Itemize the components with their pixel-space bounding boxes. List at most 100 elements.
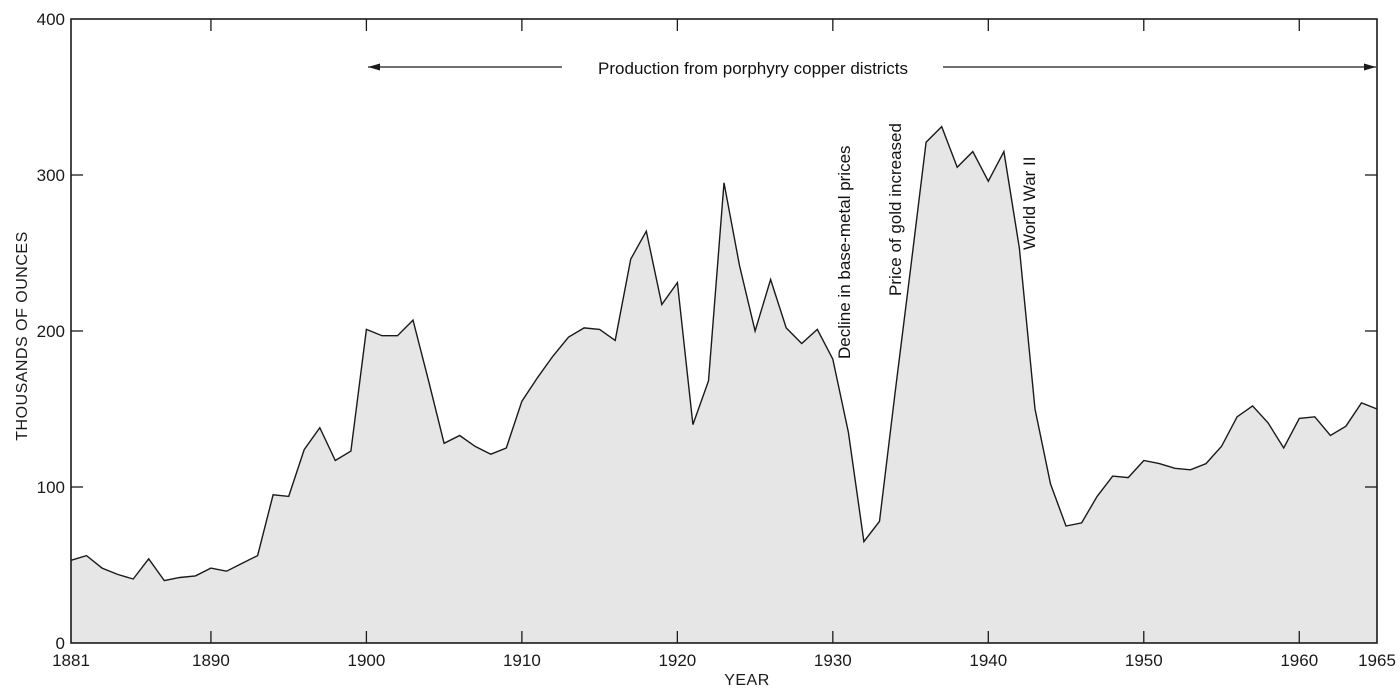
x-tick-label-1950: 1950	[1125, 651, 1163, 670]
data-point-1886	[147, 557, 150, 560]
data-point-1935	[909, 267, 912, 270]
data-point-1900	[365, 328, 368, 331]
y-axis-title: THOUSANDS OF OUNCES	[14, 231, 31, 441]
production-line	[70, 125, 1378, 582]
data-point-1930	[831, 358, 834, 361]
data-point-1890	[209, 567, 212, 570]
data-point-1913	[567, 336, 570, 339]
porphyry-arrow-right-head	[1364, 63, 1376, 71]
data-point-1895	[287, 495, 290, 498]
labels-layer: 1881 1890 1900 1910 1920 1930 1940 1950 1960 1965…	[37, 10, 1396, 670]
data-point-1906	[458, 434, 461, 437]
data-point-1917	[629, 258, 632, 261]
y-tick-label-200: 200	[37, 322, 65, 341]
data-point-1943	[1033, 407, 1036, 410]
x-tick-label-1920: 1920	[658, 651, 696, 670]
production-area	[71, 126, 1377, 644]
x-tick-label-1910: 1910	[503, 651, 541, 670]
data-point-1924	[738, 264, 741, 267]
data-point-1936	[925, 141, 928, 144]
x-tick-label-1881: 1881	[52, 651, 90, 670]
data-point-1888	[178, 576, 181, 579]
x-tick-label-1900: 1900	[347, 651, 385, 670]
data-point-1945	[1064, 524, 1067, 527]
gold-price-annotation: Price of gold increased	[886, 123, 905, 296]
data-point-1904	[427, 379, 430, 382]
x-tick-label-1930: 1930	[814, 651, 852, 670]
data-point-1912	[551, 354, 554, 357]
data-point-1915	[598, 328, 601, 331]
x-tick-label-1940: 1940	[969, 651, 1007, 670]
data-point-1941	[1002, 150, 1005, 153]
x-tick-label-1965: 1965	[1358, 651, 1396, 670]
data-point-1894	[272, 493, 275, 496]
data-point-1934	[893, 392, 896, 395]
data-point-1962	[1329, 434, 1332, 437]
x-tick-label-1890: 1890	[192, 651, 230, 670]
data-point-1957	[1251, 404, 1254, 407]
data-point-1951	[1158, 462, 1161, 465]
porphyry-arrow-left-head	[368, 63, 380, 71]
data-point-1964	[1360, 401, 1363, 404]
data-point-1905	[443, 442, 446, 445]
data-point-1953	[1189, 468, 1192, 471]
data-point-1884	[116, 573, 119, 576]
data-point-1893	[256, 554, 259, 557]
x-axis-title: YEAR	[724, 672, 770, 689]
data-point-1891	[225, 570, 228, 573]
data-point-1882	[85, 554, 88, 557]
data-point-1948	[1111, 475, 1114, 478]
annotation-layer: Production from porphyry copper district…	[368, 59, 1376, 359]
data-point-1897	[318, 426, 321, 429]
porphyry-annotation: Production from porphyry copper district…	[598, 59, 908, 78]
data-point-1918	[645, 230, 648, 233]
data-point-1937	[940, 125, 943, 128]
data-point-1938	[956, 166, 959, 169]
data-point-1919	[660, 303, 663, 306]
ticks-layer	[71, 19, 1377, 643]
data-point-1946	[1080, 521, 1083, 524]
data-point-1961	[1313, 415, 1316, 418]
data-point-1944	[1049, 482, 1052, 485]
data-point-1885	[132, 577, 135, 580]
data-point-1927	[785, 326, 788, 329]
y-tick-label-0: 0	[56, 634, 65, 653]
data-point-1916	[614, 339, 617, 342]
data-point-1956	[1236, 415, 1239, 418]
data-point-1955	[1220, 445, 1223, 448]
data-point-1898	[334, 459, 337, 462]
data-point-1939	[971, 150, 974, 153]
data-point-1963	[1344, 425, 1347, 428]
data-point-1947	[1096, 495, 1099, 498]
data-point-1911	[536, 376, 539, 379]
data-point-1960	[1298, 417, 1301, 420]
data-point-1908	[489, 453, 492, 456]
data-point-1922	[707, 379, 710, 382]
y-tick-label-100: 100	[37, 478, 65, 497]
data-point-1954	[1204, 462, 1207, 465]
ww2-annotation: World War II	[1020, 156, 1039, 250]
data-point-1923	[722, 181, 725, 184]
data-point-1910	[520, 400, 523, 403]
data-point-1887	[163, 579, 166, 582]
data-point-1921	[691, 423, 694, 426]
data-point-1883	[101, 567, 104, 570]
data-point-1892	[240, 562, 243, 565]
data-point-1952	[1173, 467, 1176, 470]
data-point-1896	[303, 448, 306, 451]
data-point-1932	[862, 540, 865, 543]
data-point-1914	[583, 326, 586, 329]
data-point-1925	[754, 329, 757, 332]
data-point-1902	[396, 334, 399, 337]
area-layer	[70, 125, 1378, 644]
data-point-1926	[769, 278, 772, 281]
y-tick-label-400: 400	[37, 10, 65, 29]
data-point-1899	[349, 450, 352, 453]
data-point-1903	[411, 319, 414, 322]
data-point-1940	[987, 180, 990, 183]
data-point-1959	[1282, 446, 1285, 449]
data-point-1889	[194, 574, 197, 577]
data-point-1928	[800, 342, 803, 345]
data-point-1958	[1267, 421, 1270, 424]
